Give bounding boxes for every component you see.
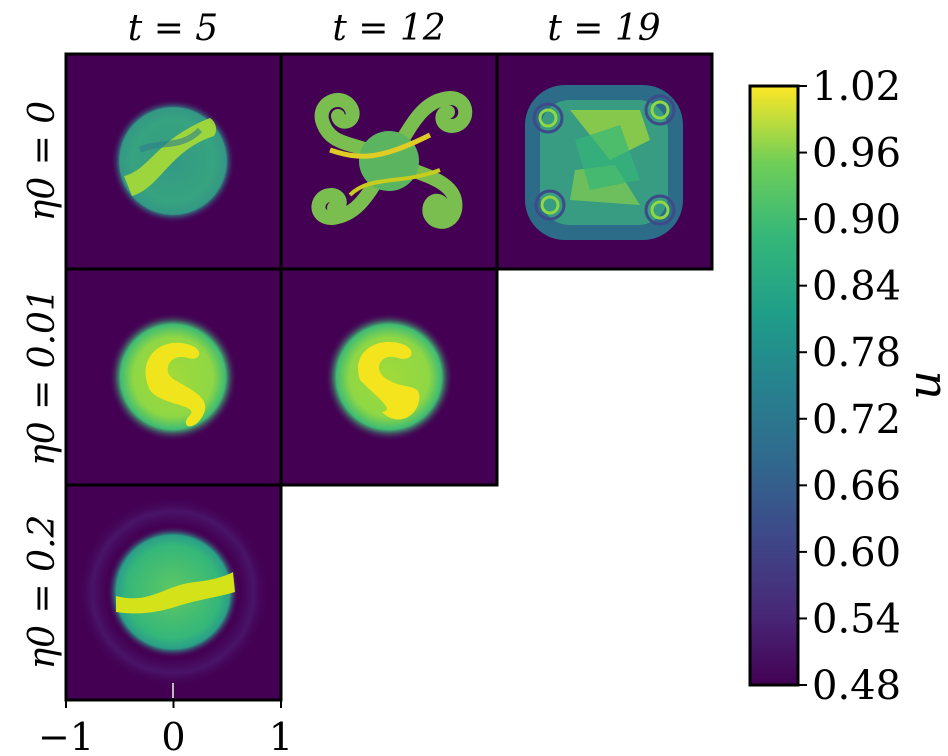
colorbar-tick-label: 0.90 bbox=[812, 197, 901, 243]
x-tick-label: 0 bbox=[161, 715, 185, 756]
column-header-t12: t = 12 bbox=[332, 8, 445, 49]
panel-borders bbox=[64, 52, 714, 702]
row-label-eta02: η0 = 0.2 bbox=[22, 515, 63, 670]
column-header-t5: t = 5 bbox=[128, 8, 218, 49]
panel-eta001-t5 bbox=[66, 269, 281, 485]
panel-eta001-t12 bbox=[281, 269, 497, 485]
colorbar-tick-label: 1.02 bbox=[812, 64, 901, 110]
colorbar-tick-label: 0.72 bbox=[812, 397, 901, 443]
colorbar-label: u bbox=[897, 370, 948, 400]
colorbar-tick-label: 0.60 bbox=[812, 530, 901, 576]
colorbar-tick-label: 0.96 bbox=[812, 131, 901, 177]
colorbar-tick-label: 0.84 bbox=[812, 264, 901, 310]
panel-eta0-t19 bbox=[497, 54, 712, 269]
colorbar-tick-label: 0.48 bbox=[812, 663, 901, 709]
panel-eta02-t5 bbox=[66, 485, 281, 700]
colorbar-tick-label: 0.78 bbox=[812, 330, 901, 376]
x-axis-ticks: −1 0 1 bbox=[38, 700, 293, 756]
row-label-eta0: η0 = 0 bbox=[22, 101, 63, 221]
panel-eta0-t5 bbox=[66, 54, 281, 269]
panel-eta0-t12 bbox=[281, 54, 497, 269]
row-label-eta001: η0 = 0.01 bbox=[22, 288, 63, 466]
x-tick-label: 1 bbox=[269, 715, 293, 756]
column-header-t19: t = 19 bbox=[547, 8, 660, 49]
x-tick-label: −1 bbox=[38, 715, 94, 756]
column-headers: t = 5 t = 12 t = 19 bbox=[128, 8, 661, 49]
colorbar-tick-label: 0.66 bbox=[812, 463, 901, 509]
colorbar-ticks: 1.02 0.96 0.90 0.84 0.78 0.72 0.66 0.60 0.54 0.48 bbox=[798, 64, 901, 709]
colorbar bbox=[748, 84, 800, 687]
row-labels: η0 = 0 η0 = 0.01 η0 = 0.2 bbox=[22, 101, 63, 670]
colorbar-tick-label: 0.54 bbox=[812, 596, 901, 642]
